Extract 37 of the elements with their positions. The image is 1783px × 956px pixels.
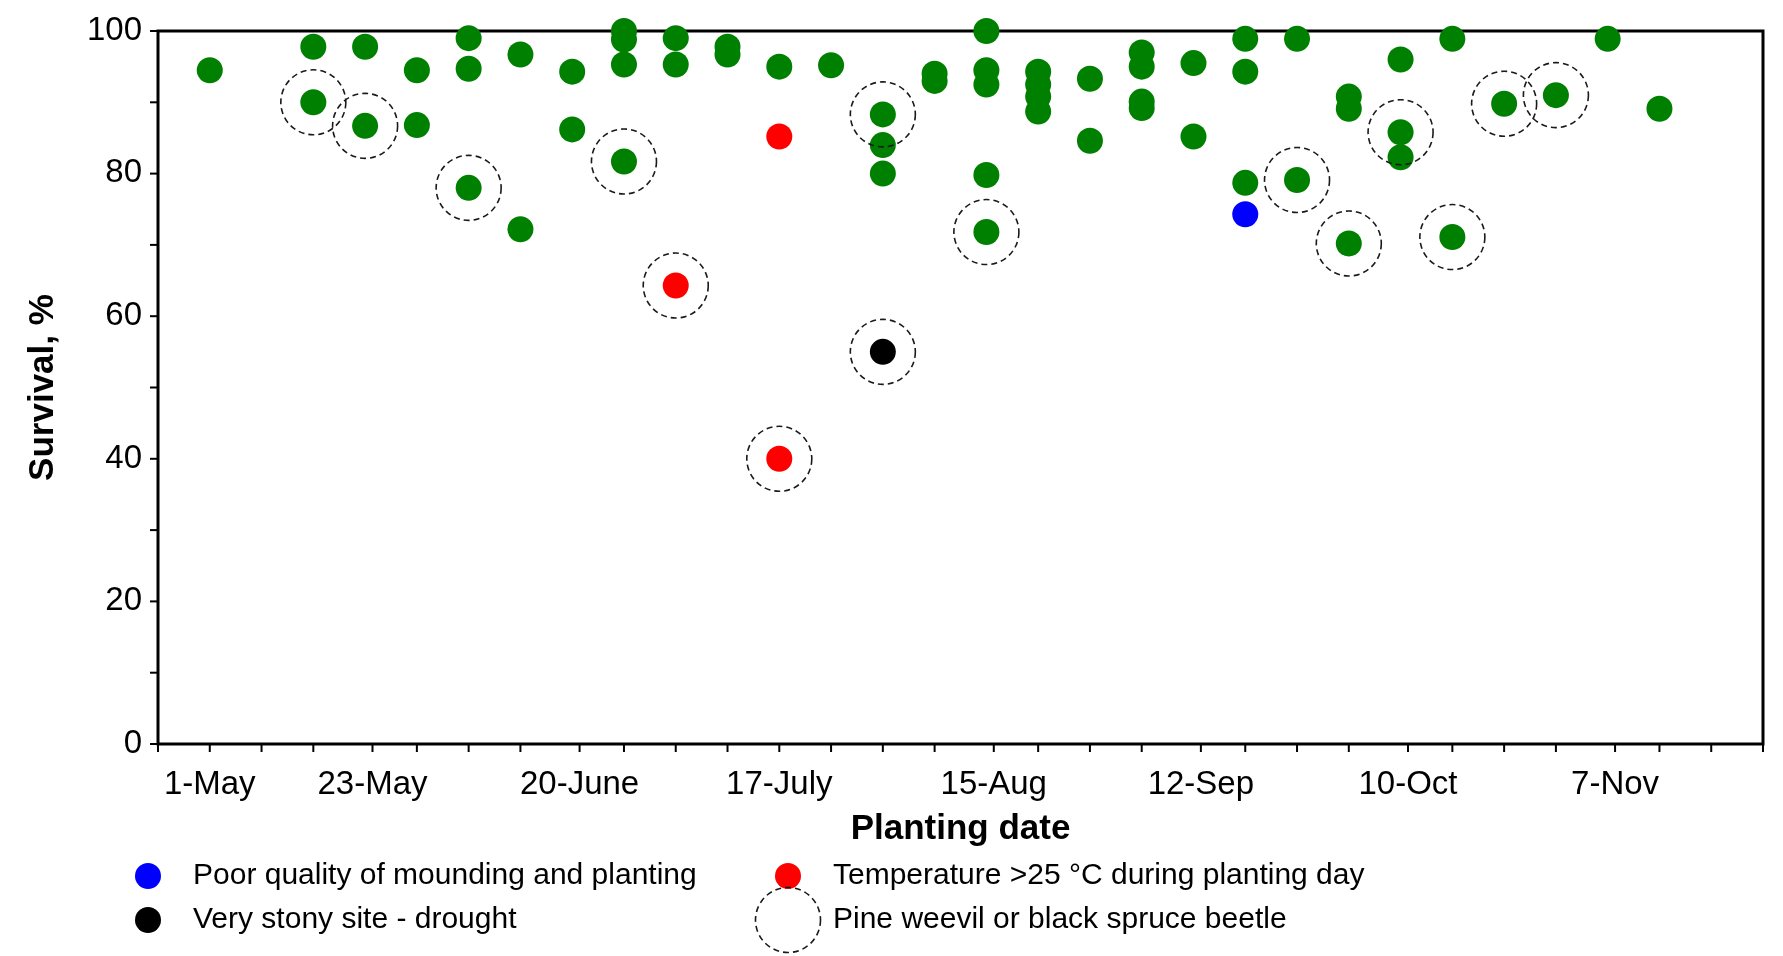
y-tick-label: 20 (105, 580, 142, 618)
point (1232, 201, 1259, 228)
y-tick-label: 0 (123, 722, 142, 760)
point (1367, 98, 1434, 166)
legend-label: Pine weevil or black spruce beetle (833, 900, 1287, 934)
point (590, 128, 658, 195)
y-tick-label: 40 (105, 437, 142, 475)
x-tick-label: 20-June (519, 764, 640, 801)
point (1263, 146, 1331, 214)
point (849, 318, 917, 386)
point (1470, 70, 1538, 138)
point (642, 252, 710, 319)
x-tick-label: 12-Sep (1147, 764, 1255, 801)
point (849, 81, 917, 148)
point (1315, 210, 1383, 277)
x-axis-title: Planting date (850, 807, 1071, 846)
legend-label: Poor quality of mounding and planting (193, 856, 697, 890)
y-tick-label: 80 (105, 152, 142, 190)
x-tick-label: 17-July (726, 764, 833, 801)
x-tick-label: 1-May (163, 764, 257, 801)
y-axis-title: Survival, % (21, 294, 60, 481)
y-tick-label: 60 (105, 294, 142, 332)
point (1419, 203, 1486, 271)
point (766, 123, 793, 150)
x-tick-label: 10-Oct (1358, 764, 1458, 801)
point (280, 69, 347, 136)
point (435, 154, 502, 222)
point (331, 92, 399, 160)
y-tick-label: 100 (86, 9, 142, 47)
x-tick-label: 7-Nov (1571, 764, 1660, 801)
x-tick-label: 23-May (317, 764, 429, 801)
x-tick-label: 15-Aug (940, 764, 1047, 801)
legend-label: Temperature >25 °C during planting day (833, 856, 1365, 890)
point (745, 425, 813, 493)
point (953, 198, 1020, 266)
point (1522, 61, 1590, 129)
legend-label: Very stony site - drought (193, 900, 518, 934)
